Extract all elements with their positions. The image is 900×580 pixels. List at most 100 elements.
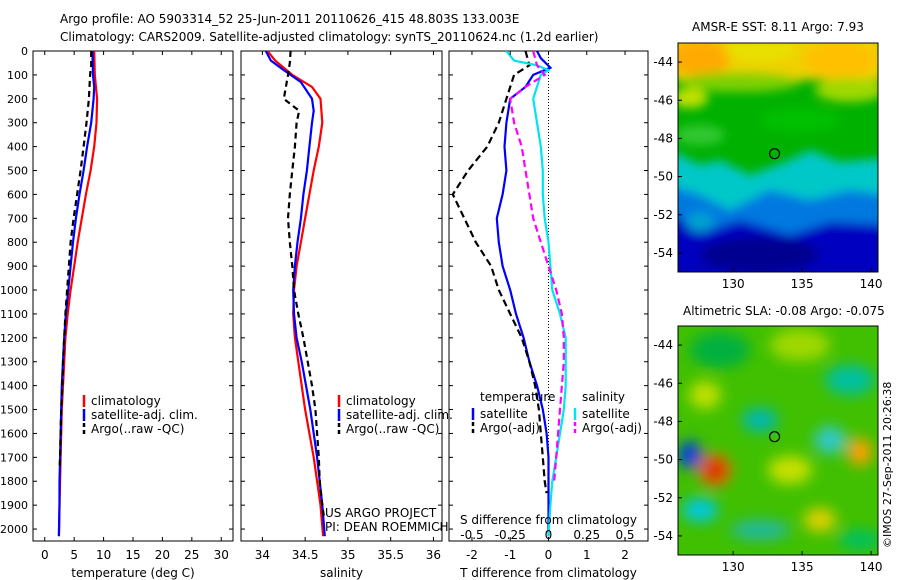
- s-diff-tick-label: -0.5: [460, 528, 483, 542]
- salinity-legend-title: salinity: [582, 390, 625, 404]
- s-diff-tick-label: 0.25: [573, 528, 600, 542]
- y-tick-label: 1000: [0, 284, 28, 297]
- sla-x-tick-label: 140: [860, 560, 883, 574]
- salinity-axis-label: salinity: [320, 566, 363, 580]
- series-line-satellite-adj-clim-: [264, 51, 326, 537]
- series-line-argo-raw-qc-: [58, 51, 93, 470]
- sst-y-tick-label: -46: [653, 93, 673, 107]
- x-tick-label: 30: [214, 548, 229, 562]
- y-tick-label: 1700: [0, 451, 28, 464]
- sst-argo-location-marker: [768, 148, 781, 160]
- x-tick-label: 20: [155, 548, 170, 562]
- series-line-salinity-argo-adj-: [509, 51, 565, 482]
- x-tick-label: 34: [255, 548, 270, 562]
- sla-y-tick-label: -50: [653, 453, 673, 467]
- sst-x-tick-label: 135: [791, 277, 814, 291]
- series-line-temperature-argo-adj-: [451, 51, 548, 494]
- sla-map: [677, 325, 879, 556]
- t-diff-axis-label: T difference from climatology: [459, 566, 637, 580]
- y-tick-label: 1800: [0, 475, 28, 488]
- x-tick-label: 25: [184, 548, 199, 562]
- y-tick-label: 1200: [0, 332, 28, 345]
- sst-x-tick-label: 130: [722, 277, 745, 291]
- y-tick-label: 200: [7, 93, 28, 106]
- sst-y-tick-label: -54: [653, 246, 673, 260]
- sla-y-tick-label: -44: [653, 338, 673, 352]
- y-tick-label: 700: [7, 212, 28, 225]
- x-tick-label: 35: [340, 548, 355, 562]
- sst-y-tick-label: -44: [653, 55, 673, 69]
- legend-label: climatology: [346, 394, 416, 408]
- y-tick-label: 400: [7, 141, 28, 154]
- series-line-salinity-satellite: [505, 51, 567, 537]
- y-tick-label: 2000: [0, 523, 28, 536]
- y-tick-label: 900: [7, 260, 28, 273]
- legend-label: satellite-adj. clim.: [91, 408, 198, 422]
- x-tick-label: 10: [96, 548, 111, 562]
- y-tick-label: 1400: [0, 380, 28, 393]
- y-tick-label: 800: [7, 236, 28, 249]
- y-tick-label: 0: [21, 45, 28, 58]
- x-tick-label: 5: [70, 548, 78, 562]
- legend-label: climatology: [91, 394, 161, 408]
- salinity-axes: [240, 50, 443, 542]
- y-tick-label: 1900: [0, 499, 28, 512]
- temperature-axis-label: temperature (deg C): [71, 566, 194, 580]
- sla-x-tick-label: 130: [722, 560, 745, 574]
- sla-y-tick-label: -52: [653, 491, 673, 505]
- x-tick-label: 2: [621, 548, 629, 562]
- y-tick-label: 1500: [0, 404, 28, 417]
- sla-map-title: Altimetric SLA: -0.08 Argo: -0.075: [683, 304, 885, 318]
- sst-x-tick-label: 140: [860, 277, 883, 291]
- sst-y-tick-label: -50: [653, 170, 673, 184]
- x-tick-label: 35.5: [377, 548, 404, 562]
- figure-title-line-1: Argo profile: AO 5903314_52 25-Jun-2011 …: [60, 12, 520, 26]
- x-tick-label: 0: [545, 548, 553, 562]
- x-tick-label: 34.5: [292, 548, 319, 562]
- legend-label: Argo(..raw -QC): [91, 422, 184, 436]
- legend-label: Argo(..raw -QC): [346, 422, 439, 436]
- sla-y-tick-label: -48: [653, 414, 673, 428]
- sla-x-tick-label: 135: [791, 560, 814, 574]
- y-tick-label: 500: [7, 165, 28, 178]
- sla-y-tick-label: -46: [653, 376, 673, 390]
- sst-y-tick-label: -52: [653, 208, 673, 222]
- sla-y-tick-label: -54: [653, 529, 673, 543]
- legend-label: satellite: [582, 407, 630, 421]
- credit-line-1: US ARGO PROJECT: [325, 506, 437, 520]
- temperature-legend-title: temperature: [480, 390, 555, 404]
- s-diff-tick-label: 0.5: [615, 528, 634, 542]
- s-diff-axis-label: S difference from climatology: [460, 513, 637, 527]
- legend-label: satellite-adj. clim.: [346, 408, 453, 422]
- sst-y-tick-label: -48: [653, 131, 673, 145]
- s-diff-tick-label: 0: [545, 528, 553, 542]
- s-diff-tick-label: -0.25: [495, 528, 526, 542]
- x-tick-label: 1: [583, 548, 591, 562]
- series-line-climatology: [266, 51, 325, 537]
- x-tick-label: 15: [125, 548, 140, 562]
- x-tick-label: 36: [426, 548, 441, 562]
- legend-label: satellite: [480, 407, 528, 421]
- sla-argo-location-marker: [768, 431, 781, 443]
- sst-map-title: AMSR-E SST: 8.11 Argo: 7.93: [692, 20, 864, 34]
- y-tick-label: 600: [7, 188, 28, 201]
- legend-label: Argo(-adj): [480, 421, 540, 435]
- y-tick-label: 1300: [0, 356, 28, 369]
- legend-label: Argo(-adj): [582, 421, 642, 435]
- y-tick-label: 100: [7, 69, 28, 82]
- sst-map: [677, 42, 879, 273]
- figure-title-line-2: Climatology: CARS2009. Satellite-adjuste…: [60, 30, 599, 44]
- credit-line-2: PI: DEAN ROEMMICH: [325, 520, 448, 534]
- x-tick-label: 0: [41, 548, 49, 562]
- temperature-axes: [32, 50, 234, 542]
- series-line-argo-raw-qc-: [282, 51, 326, 518]
- y-tick-label: 1600: [0, 427, 28, 440]
- y-tick-label: 1100: [0, 308, 28, 321]
- x-tick-label: -2: [466, 548, 478, 562]
- y-tick-label: 300: [7, 117, 28, 130]
